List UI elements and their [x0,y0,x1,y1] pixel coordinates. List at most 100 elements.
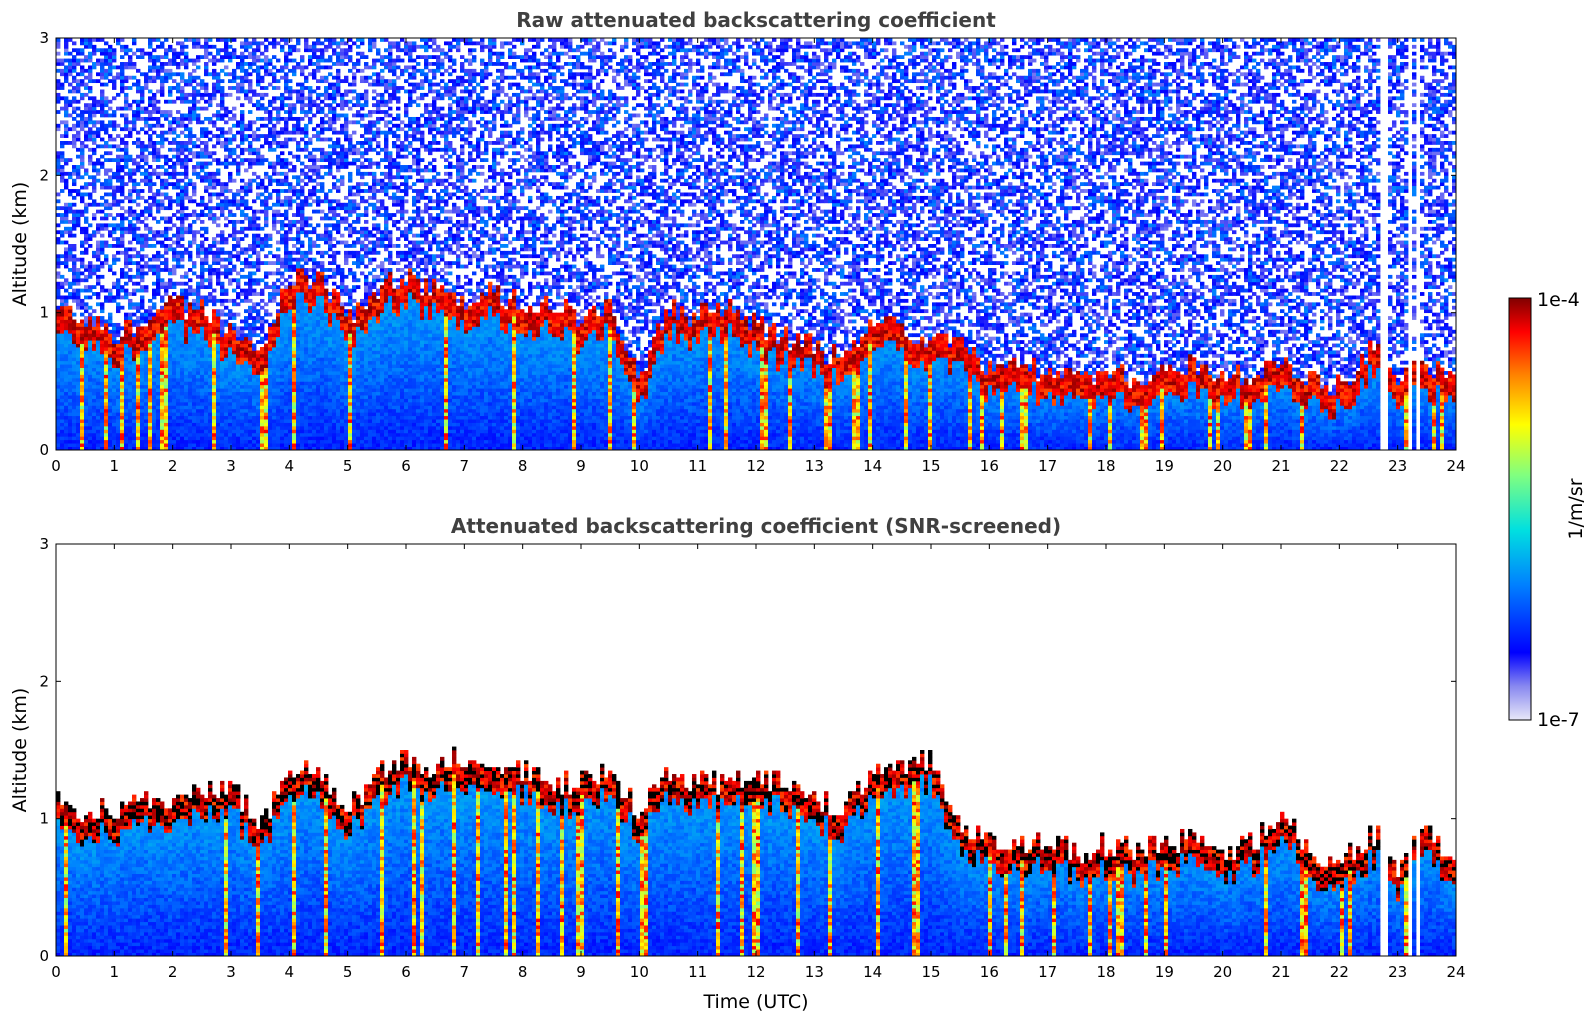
heatmap-cell [188,302,193,307]
heatmap-cell [192,134,197,138]
heatmap-cell [200,322,205,327]
heatmap-cell [68,384,73,389]
heatmap-cell [112,202,117,207]
heatmap-cell [160,312,165,317]
heatmap-cell [268,395,273,399]
heatmap-cell [140,429,145,434]
heatmap-cell [108,175,113,180]
heatmap-cell [268,141,273,145]
heatmap-cell [100,364,105,368]
heatmap-cell [204,41,209,46]
heatmap-cell [240,415,245,420]
heatmap-cell [196,377,201,382]
heatmap-cell [264,425,269,430]
heatmap-cell [252,48,257,53]
heatmap-cell [208,247,213,252]
heatmap-cell [280,415,285,420]
heatmap-cell [192,309,197,314]
heatmap-cell [152,436,157,441]
heatmap-cell [196,353,201,358]
heatmap-cell [180,333,185,338]
heatmap-cell [156,347,161,351]
heatmap-cell [68,364,73,368]
heatmap-cell [172,165,177,169]
heatmap-cell [64,405,69,410]
heatmap-cell [160,278,165,283]
heatmap-cell [188,398,193,403]
heatmap-cell [164,185,169,190]
heatmap-cell [212,68,217,73]
heatmap-cell [196,113,201,118]
heatmap-cell [108,168,113,173]
heatmap-cell [176,405,181,410]
heatmap-cell [168,44,173,49]
heatmap-cell [80,96,85,101]
heatmap-cell [128,432,133,437]
heatmap-cell [264,123,269,128]
heatmap-cell [156,65,161,70]
heatmap-cell [56,213,61,217]
heatmap-cell [256,264,261,269]
heatmap-cell [88,110,93,114]
heatmap-cell [264,202,269,207]
heatmap-cell [284,384,289,389]
heatmap-cell [200,329,205,334]
heatmap-cell [200,353,205,358]
heatmap-cell [84,439,89,444]
heatmap-cell [128,130,133,135]
heatmap-cell [196,347,201,351]
heatmap-cell [264,371,269,375]
heatmap-cell [176,412,181,417]
heatmap-cell [256,182,261,187]
heatmap-cell [152,171,157,176]
heatmap-cell [192,412,197,417]
heatmap-cell [108,192,113,197]
heatmap-cell [228,422,233,427]
heatmap-cell [200,151,205,156]
heatmap-cell [188,329,193,334]
heatmap-cell [180,141,185,145]
heatmap-cell [276,171,281,176]
heatmap-cell [120,178,125,183]
heatmap-cell [92,161,97,166]
heatmap-cell [240,65,245,70]
heatmap-cell [160,55,165,59]
heatmap-cell [232,377,237,382]
heatmap-cell [244,62,249,66]
heatmap-cell [236,439,241,444]
heatmap-cell [64,305,69,310]
heatmap-cell [96,223,101,228]
heatmap-cell [132,305,137,310]
heatmap-cell [280,401,285,406]
heatmap-cell [128,192,133,197]
heatmap-cell [264,134,269,138]
heatmap-cell [56,374,61,379]
heatmap-cell [196,374,201,379]
heatmap-cell [212,298,217,303]
heatmap-cell [292,288,297,293]
heatmap-cell [128,371,133,375]
heatmap-cell [136,281,141,286]
heatmap-cell [72,319,77,324]
heatmap-cell [180,185,185,190]
heatmap-cell [260,161,265,166]
heatmap-cell [140,316,145,320]
heatmap-cell [88,244,93,248]
heatmap-cell [72,443,77,447]
heatmap-cell [76,79,81,84]
heatmap-cell [136,398,141,403]
heatmap-cell [212,206,217,211]
heatmap-cell [116,353,121,358]
heatmap-cell [264,86,269,90]
heatmap-cell [240,340,245,344]
heatmap-cell [280,141,285,145]
heatmap-cell [288,206,293,211]
heatmap-cell [164,182,169,187]
heatmap-cell [280,202,285,207]
heatmap-cell [72,391,77,396]
heatmap-cell [140,264,145,269]
heatmap-cell [104,395,109,399]
heatmap-cell [92,347,97,351]
heatmap-cell [184,309,189,314]
heatmap-cell [276,347,281,351]
